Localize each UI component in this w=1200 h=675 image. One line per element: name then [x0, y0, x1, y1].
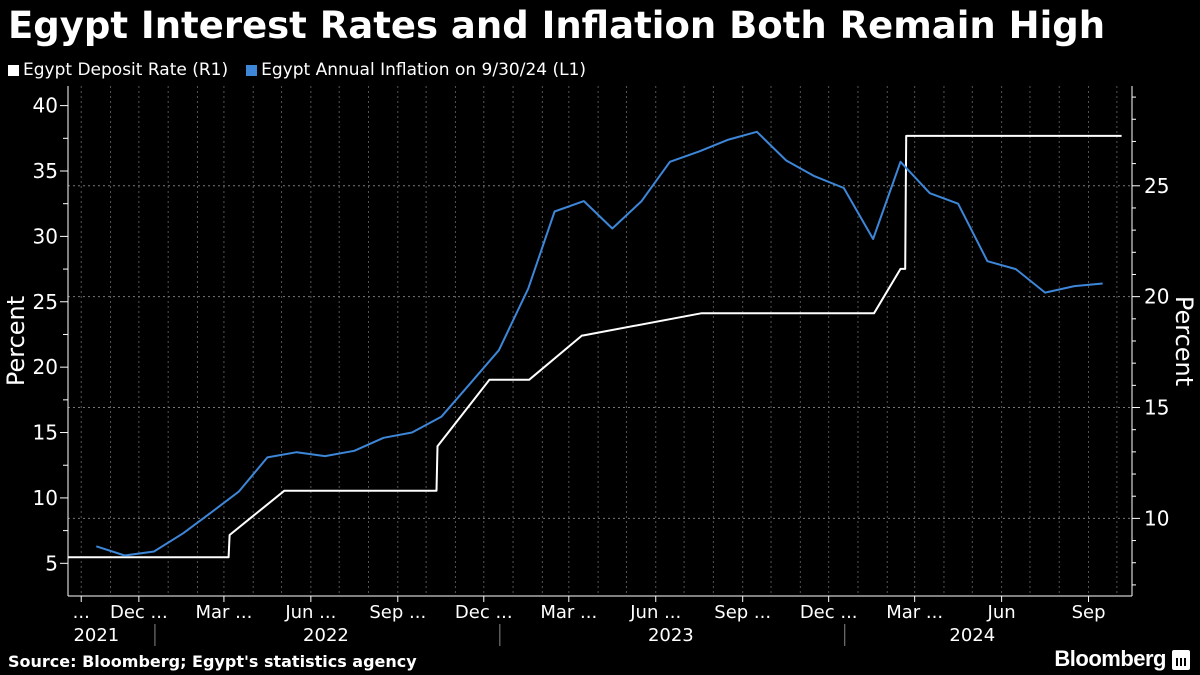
right-axis-tick-label: 20 — [1144, 285, 1169, 309]
x-axis-tick-label: Jun — [987, 602, 1016, 623]
x-axis-tick-label: Sep ... — [714, 602, 771, 623]
series-line-inflation — [95, 130, 1103, 557]
legend: Egypt Deposit Rate (R1) Egypt Annual Inf… — [8, 60, 586, 80]
x-axis-year-label: 2021 — [73, 625, 119, 646]
right-axis-tick-label: 25 — [1144, 174, 1169, 198]
right-axis-title: Percent — [1170, 296, 1198, 386]
bloomberg-logo: Bloomberg — [1054, 646, 1166, 671]
right-axis-tick-label: 10 — [1144, 506, 1169, 530]
x-axis-year-label: 2024 — [949, 625, 995, 646]
x-axis-tick-label: Jun ... — [284, 602, 336, 623]
x-axis-tick-label: Mar ... — [195, 602, 252, 623]
series-line-deposit-rate — [68, 134, 1122, 559]
legend-swatch-inflation — [246, 64, 258, 76]
x-axis-tick-label: Mar ... — [886, 602, 943, 623]
left-axis-title: Percent — [2, 296, 30, 386]
left-axis-tick-label: 35 — [33, 159, 58, 183]
x-axis-tick-label: Dec ... — [800, 602, 858, 623]
right-axis-tick-label: 15 — [1144, 396, 1169, 420]
left-axis-tick-label: 5 — [45, 551, 58, 575]
x-axis-year-label: 2022 — [303, 625, 349, 646]
x-axis-tick-label: ... — [73, 602, 90, 623]
legend-label-deposit-rate: Egypt Deposit Rate (R1) — [23, 60, 229, 80]
left-axis-tick-label: 25 — [33, 290, 58, 314]
left-axis-tick-label: 15 — [33, 421, 58, 445]
x-axis-tick-label: Dec ... — [455, 602, 513, 623]
source-note: Source: Bloomberg; Egypt's statistics ag… — [8, 652, 417, 671]
left-axis-tick-label: 40 — [33, 94, 58, 118]
bloomberg-chart-icon — [1172, 650, 1190, 670]
x-axis-tick-label: Sep ... — [369, 602, 426, 623]
legend-label-inflation: Egypt Annual Inflation on 9/30/24 (L1) — [261, 60, 587, 80]
left-axis-tick-label: 20 — [33, 355, 58, 379]
x-axis-year-label: 2023 — [648, 625, 694, 646]
chart-title: Egypt Interest Rates and Inflation Both … — [8, 4, 1106, 47]
left-axis-tick-label: 30 — [33, 224, 58, 248]
x-axis-tick-label: Sep — [1072, 602, 1106, 623]
x-axis-tick-label: Mar ... — [540, 602, 597, 623]
x-axis-tick-label: Jun ... — [629, 602, 681, 623]
legend-item-deposit-rate: Egypt Deposit Rate (R1) — [8, 60, 228, 80]
x-axis-tick-label: Dec ... — [110, 602, 168, 623]
left-axis-tick-label: 10 — [33, 486, 58, 510]
legend-swatch-deposit-rate — [8, 64, 19, 76]
legend-item-inflation: Egypt Annual Inflation on 9/30/24 (L1) — [246, 60, 586, 80]
